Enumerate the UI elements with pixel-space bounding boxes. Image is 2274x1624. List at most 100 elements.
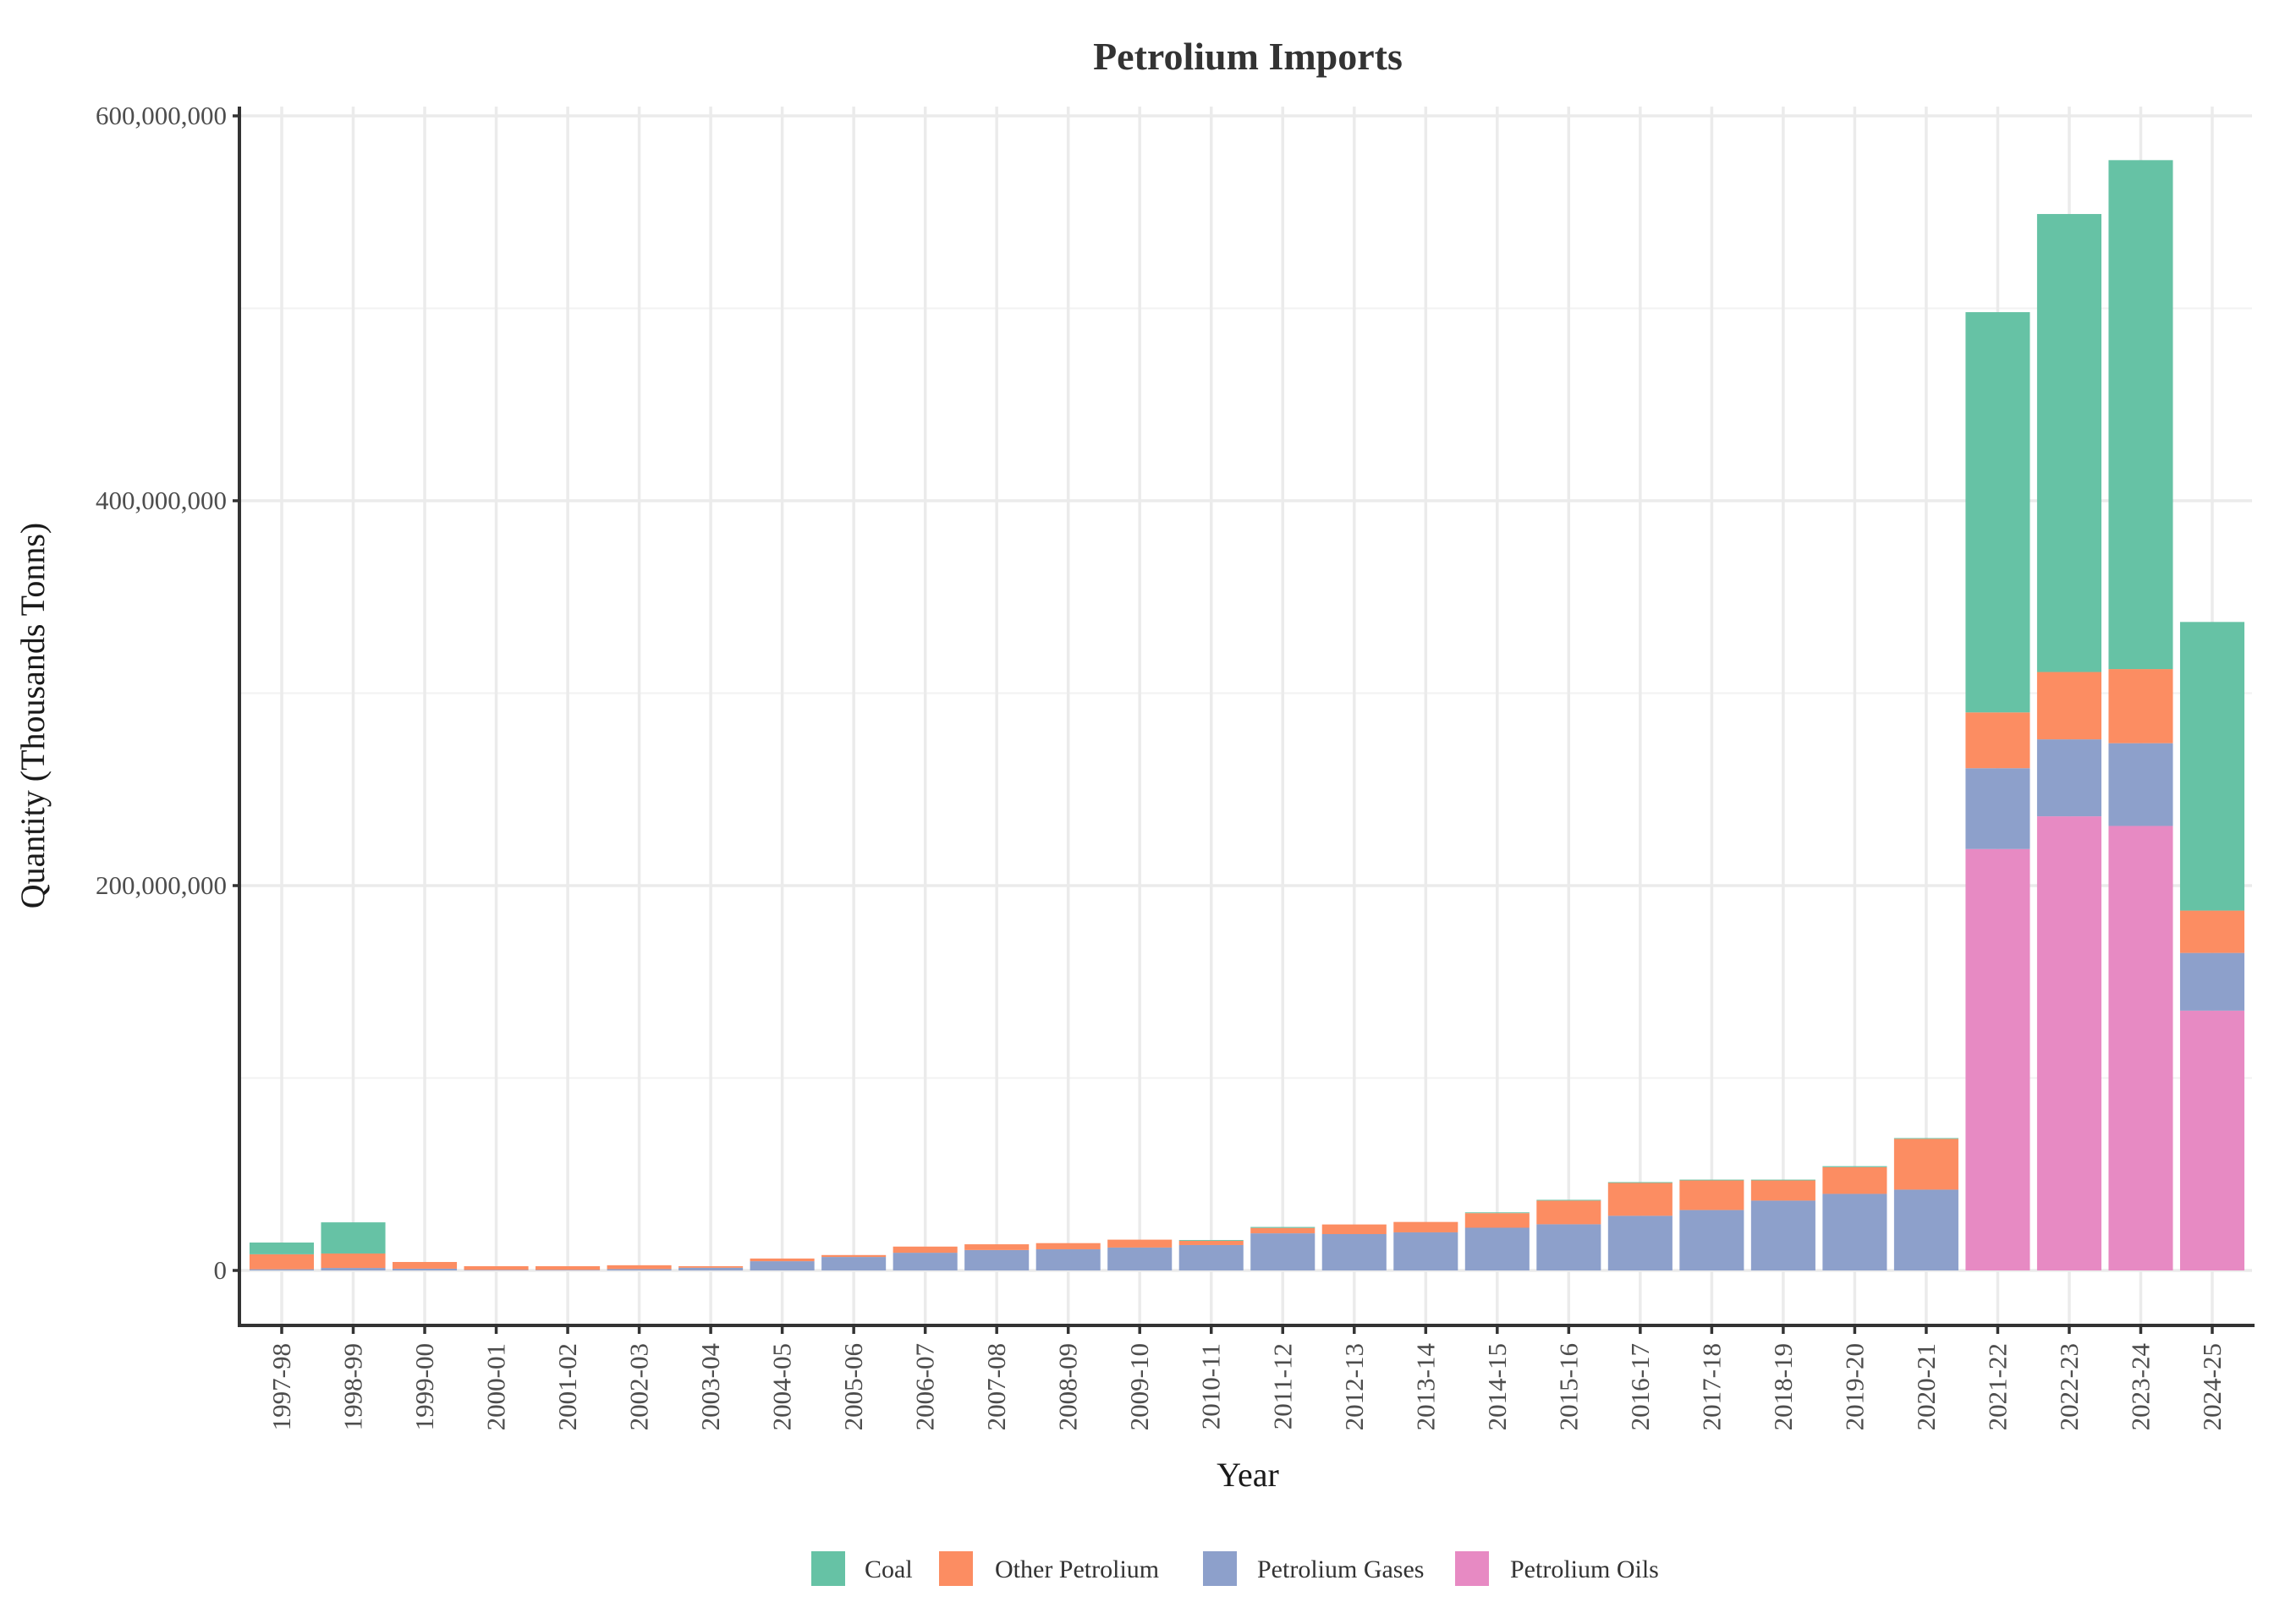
bar-segment-petrolium-gases: [607, 1269, 672, 1270]
x-tick-label: 2021-22: [1982, 1343, 2012, 1430]
bar-segment-petrolium-gases: [1250, 1233, 1316, 1270]
x-tick-label: 2020-21: [1911, 1343, 1941, 1430]
bar-stack: [464, 1265, 529, 1270]
bar-segment-other-petrolium: [2108, 669, 2173, 743]
bar-segment-petrolium-gases: [1178, 1244, 1244, 1270]
legend-swatch: [1455, 1551, 1489, 1586]
bar-segment-other-petrolium: [607, 1265, 672, 1270]
bar-stack: [1607, 1182, 1673, 1270]
bar-stack: [1250, 1226, 1316, 1270]
x-tick-label: 2005-06: [838, 1343, 868, 1430]
bar-segment-petrolium-gases: [1107, 1247, 1173, 1270]
legend-item: Petrolium Oils: [1455, 1551, 1659, 1586]
bar-segment-petrolium-gases: [2179, 952, 2245, 1011]
y-axis-ticks: 0 200,000,000 400,000,000 600,000,000: [96, 101, 239, 1285]
bar-segment-other-petrolium: [964, 1244, 1030, 1250]
bar-stack: [2179, 622, 2245, 1270]
legend-swatch: [811, 1551, 845, 1586]
bar-segment-coal: [1250, 1226, 1316, 1228]
bar-stack: [2108, 160, 2173, 1270]
y-tick-label: 0: [214, 1255, 228, 1285]
bar-segment-other-petrolium: [1035, 1243, 1101, 1249]
bar-segment-other-petrolium: [1321, 1224, 1387, 1235]
bar-segment-coal: [2108, 160, 2173, 670]
bar-segment-petrolium-oils: [2036, 816, 2101, 1270]
bar-segment-petrolium-gases: [1464, 1227, 1530, 1270]
x-tick-label: 2017-18: [1696, 1343, 1726, 1430]
x-tick-label: 2002-03: [624, 1343, 654, 1430]
bar-stack: [321, 1222, 386, 1270]
bar-segment-coal: [1750, 1179, 1815, 1181]
bar-segment-other-petrolium: [1893, 1138, 1958, 1190]
legend-swatch: [939, 1551, 973, 1586]
bar-segment-petrolium-gases: [1750, 1200, 1815, 1270]
bar-stack: [893, 1246, 958, 1270]
bar-segment-petrolium-oils: [1965, 848, 2030, 1270]
bar-segment-other-petrolium: [1750, 1180, 1815, 1201]
bar-stack: [1750, 1179, 1815, 1270]
x-tick-label: 2023-24: [2125, 1343, 2155, 1431]
bar-stack: [2036, 214, 2101, 1270]
bar-segment-coal: [1178, 1240, 1244, 1241]
bar-segment-petrolium-gases: [393, 1268, 458, 1270]
bar-stack: [536, 1265, 601, 1270]
legend-swatch: [1203, 1551, 1237, 1586]
bar-stack: [821, 1254, 887, 1270]
bar-stack: [678, 1265, 744, 1270]
bar-stack: [1321, 1224, 1387, 1270]
bar-segment-other-petrolium: [2036, 672, 2101, 740]
bar-segment-petrolium-gases: [1965, 768, 2030, 849]
bar-segment-petrolium-gases: [321, 1268, 386, 1270]
x-tick-label: 2019-20: [1839, 1343, 1869, 1430]
bar-stack: [1893, 1138, 1958, 1270]
bar-segment-other-petrolium: [321, 1253, 386, 1269]
y-tick-label: 400,000,000: [96, 486, 227, 515]
bar-stack: [1822, 1166, 1887, 1270]
x-tick-label: 2011-12: [1267, 1343, 1297, 1429]
bar-segment-coal: [2179, 622, 2245, 911]
bar-segment-other-petrolium: [678, 1265, 744, 1268]
bar-segment-other-petrolium: [536, 1265, 601, 1270]
bar-segment-coal: [2036, 214, 2101, 672]
y-tick-label: 600,000,000: [96, 101, 227, 130]
x-tick-label: 2012-13: [1339, 1343, 1369, 1430]
bar-segment-coal: [249, 1243, 315, 1254]
bar-segment-other-petrolium: [893, 1246, 958, 1254]
x-tick-label: 2015-16: [1553, 1343, 1583, 1430]
x-tick-label: 2001-02: [552, 1343, 582, 1430]
bar-stack: [1035, 1243, 1101, 1270]
x-axis-ticks: 1997-98 1998-99 1999-00 2000-01 2001-02 2002-…: [266, 1325, 2227, 1430]
x-tick-label: 2024-25: [2197, 1343, 2227, 1430]
x-tick-label: 2010-11: [1196, 1343, 1226, 1429]
bar-segment-other-petrolium: [249, 1254, 315, 1270]
bar-stack: [1679, 1179, 1744, 1270]
bar-stack: [750, 1258, 815, 1270]
x-tick-label: 2008-09: [1053, 1343, 1083, 1430]
bar-segment-petrolium-oils: [2179, 1010, 2245, 1270]
bar-segment-other-petrolium: [1464, 1213, 1530, 1228]
bar-segment-other-petrolium: [1536, 1200, 1601, 1225]
x-tick-label: 2006-07: [910, 1343, 940, 1430]
legend-label: Petrolium Gases: [1257, 1555, 1424, 1583]
x-tick-label: 2000-01: [481, 1343, 511, 1430]
y-axis-title: Quantity (Thousands Tonns): [14, 523, 52, 908]
x-tick-label: 2022-23: [2054, 1343, 2084, 1430]
bar-stack: [607, 1265, 672, 1270]
bar-segment-other-petrolium: [393, 1261, 458, 1269]
bar-segment-petrolium-gases: [1893, 1189, 1958, 1270]
x-tick-label: 2018-19: [1768, 1343, 1798, 1430]
bar-segment-other-petrolium: [1965, 712, 2030, 769]
bar-segment-petrolium-gases: [1679, 1210, 1744, 1270]
bar-segment-petrolium-gases: [2036, 739, 2101, 817]
bar-segment-other-petrolium: [821, 1254, 887, 1258]
legend-item: Other Petrolium: [939, 1551, 1159, 1586]
x-tick-label: 1999-00: [409, 1343, 439, 1430]
bar-segment-other-petrolium: [2179, 910, 2245, 953]
bar-stack: [1965, 312, 2030, 1270]
x-tick-label: 1998-99: [338, 1343, 368, 1430]
bar-segment-petrolium-gases: [1321, 1234, 1387, 1270]
bar-segment-petrolium-gases: [964, 1249, 1030, 1270]
legend-item: Coal: [811, 1551, 913, 1586]
bar-segment-petrolium-gases: [1393, 1232, 1458, 1270]
